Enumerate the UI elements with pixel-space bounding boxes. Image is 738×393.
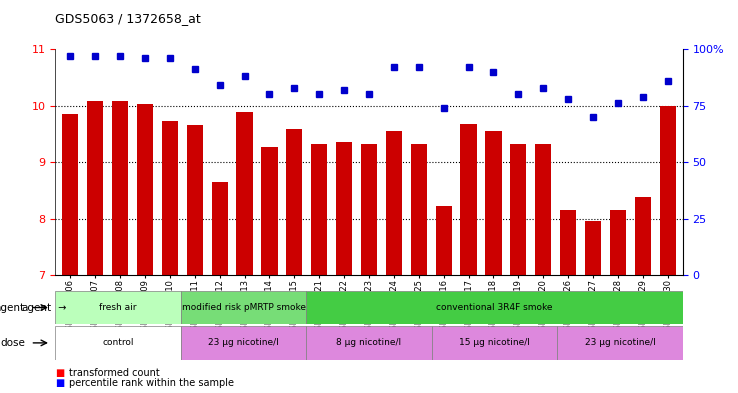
Bar bbox=[187, 125, 203, 275]
Bar bbox=[87, 101, 103, 275]
Text: transformed count: transformed count bbox=[69, 368, 159, 378]
Text: agent: agent bbox=[0, 303, 25, 312]
Bar bbox=[212, 182, 228, 275]
Bar bbox=[286, 129, 303, 275]
Text: modified risk pMRTP smoke: modified risk pMRTP smoke bbox=[182, 303, 306, 312]
Bar bbox=[181, 291, 306, 324]
Bar bbox=[306, 291, 683, 324]
Bar bbox=[112, 101, 128, 275]
Bar bbox=[55, 326, 181, 360]
Bar bbox=[510, 144, 526, 275]
Text: ■: ■ bbox=[55, 368, 65, 378]
Text: conventional 3R4F smoke: conventional 3R4F smoke bbox=[436, 303, 553, 312]
Bar bbox=[560, 210, 576, 275]
Bar bbox=[660, 106, 676, 275]
Bar bbox=[557, 326, 683, 360]
Text: control: control bbox=[103, 338, 134, 347]
Text: fresh air: fresh air bbox=[100, 303, 137, 312]
Text: agent: agent bbox=[21, 303, 52, 312]
Bar bbox=[361, 144, 377, 275]
Bar bbox=[386, 131, 402, 275]
Text: ■: ■ bbox=[55, 378, 65, 388]
Bar bbox=[162, 121, 178, 275]
Bar bbox=[261, 147, 277, 275]
Bar bbox=[336, 142, 352, 275]
Bar bbox=[62, 114, 78, 275]
Bar bbox=[535, 144, 551, 275]
Bar bbox=[461, 124, 477, 275]
Text: percentile rank within the sample: percentile rank within the sample bbox=[69, 378, 234, 388]
Bar bbox=[486, 131, 502, 275]
Text: 8 µg nicotine/l: 8 µg nicotine/l bbox=[337, 338, 401, 347]
Bar bbox=[306, 326, 432, 360]
Text: 23 µg nicotine/l: 23 µg nicotine/l bbox=[584, 338, 655, 347]
Text: GDS5063 / 1372658_at: GDS5063 / 1372658_at bbox=[55, 12, 201, 25]
Text: 15 µg nicotine/l: 15 µg nicotine/l bbox=[459, 338, 530, 347]
Bar bbox=[236, 112, 252, 275]
Bar bbox=[55, 291, 181, 324]
Text: 23 µg nicotine/l: 23 µg nicotine/l bbox=[208, 338, 279, 347]
Bar bbox=[585, 221, 601, 275]
Text: →: → bbox=[52, 303, 66, 312]
Bar bbox=[181, 326, 306, 360]
Bar bbox=[311, 144, 328, 275]
Bar bbox=[635, 197, 651, 275]
Bar bbox=[410, 144, 427, 275]
Bar bbox=[610, 210, 626, 275]
Bar bbox=[137, 105, 153, 275]
Text: dose: dose bbox=[0, 338, 25, 348]
Bar bbox=[435, 206, 452, 275]
Bar bbox=[432, 326, 557, 360]
